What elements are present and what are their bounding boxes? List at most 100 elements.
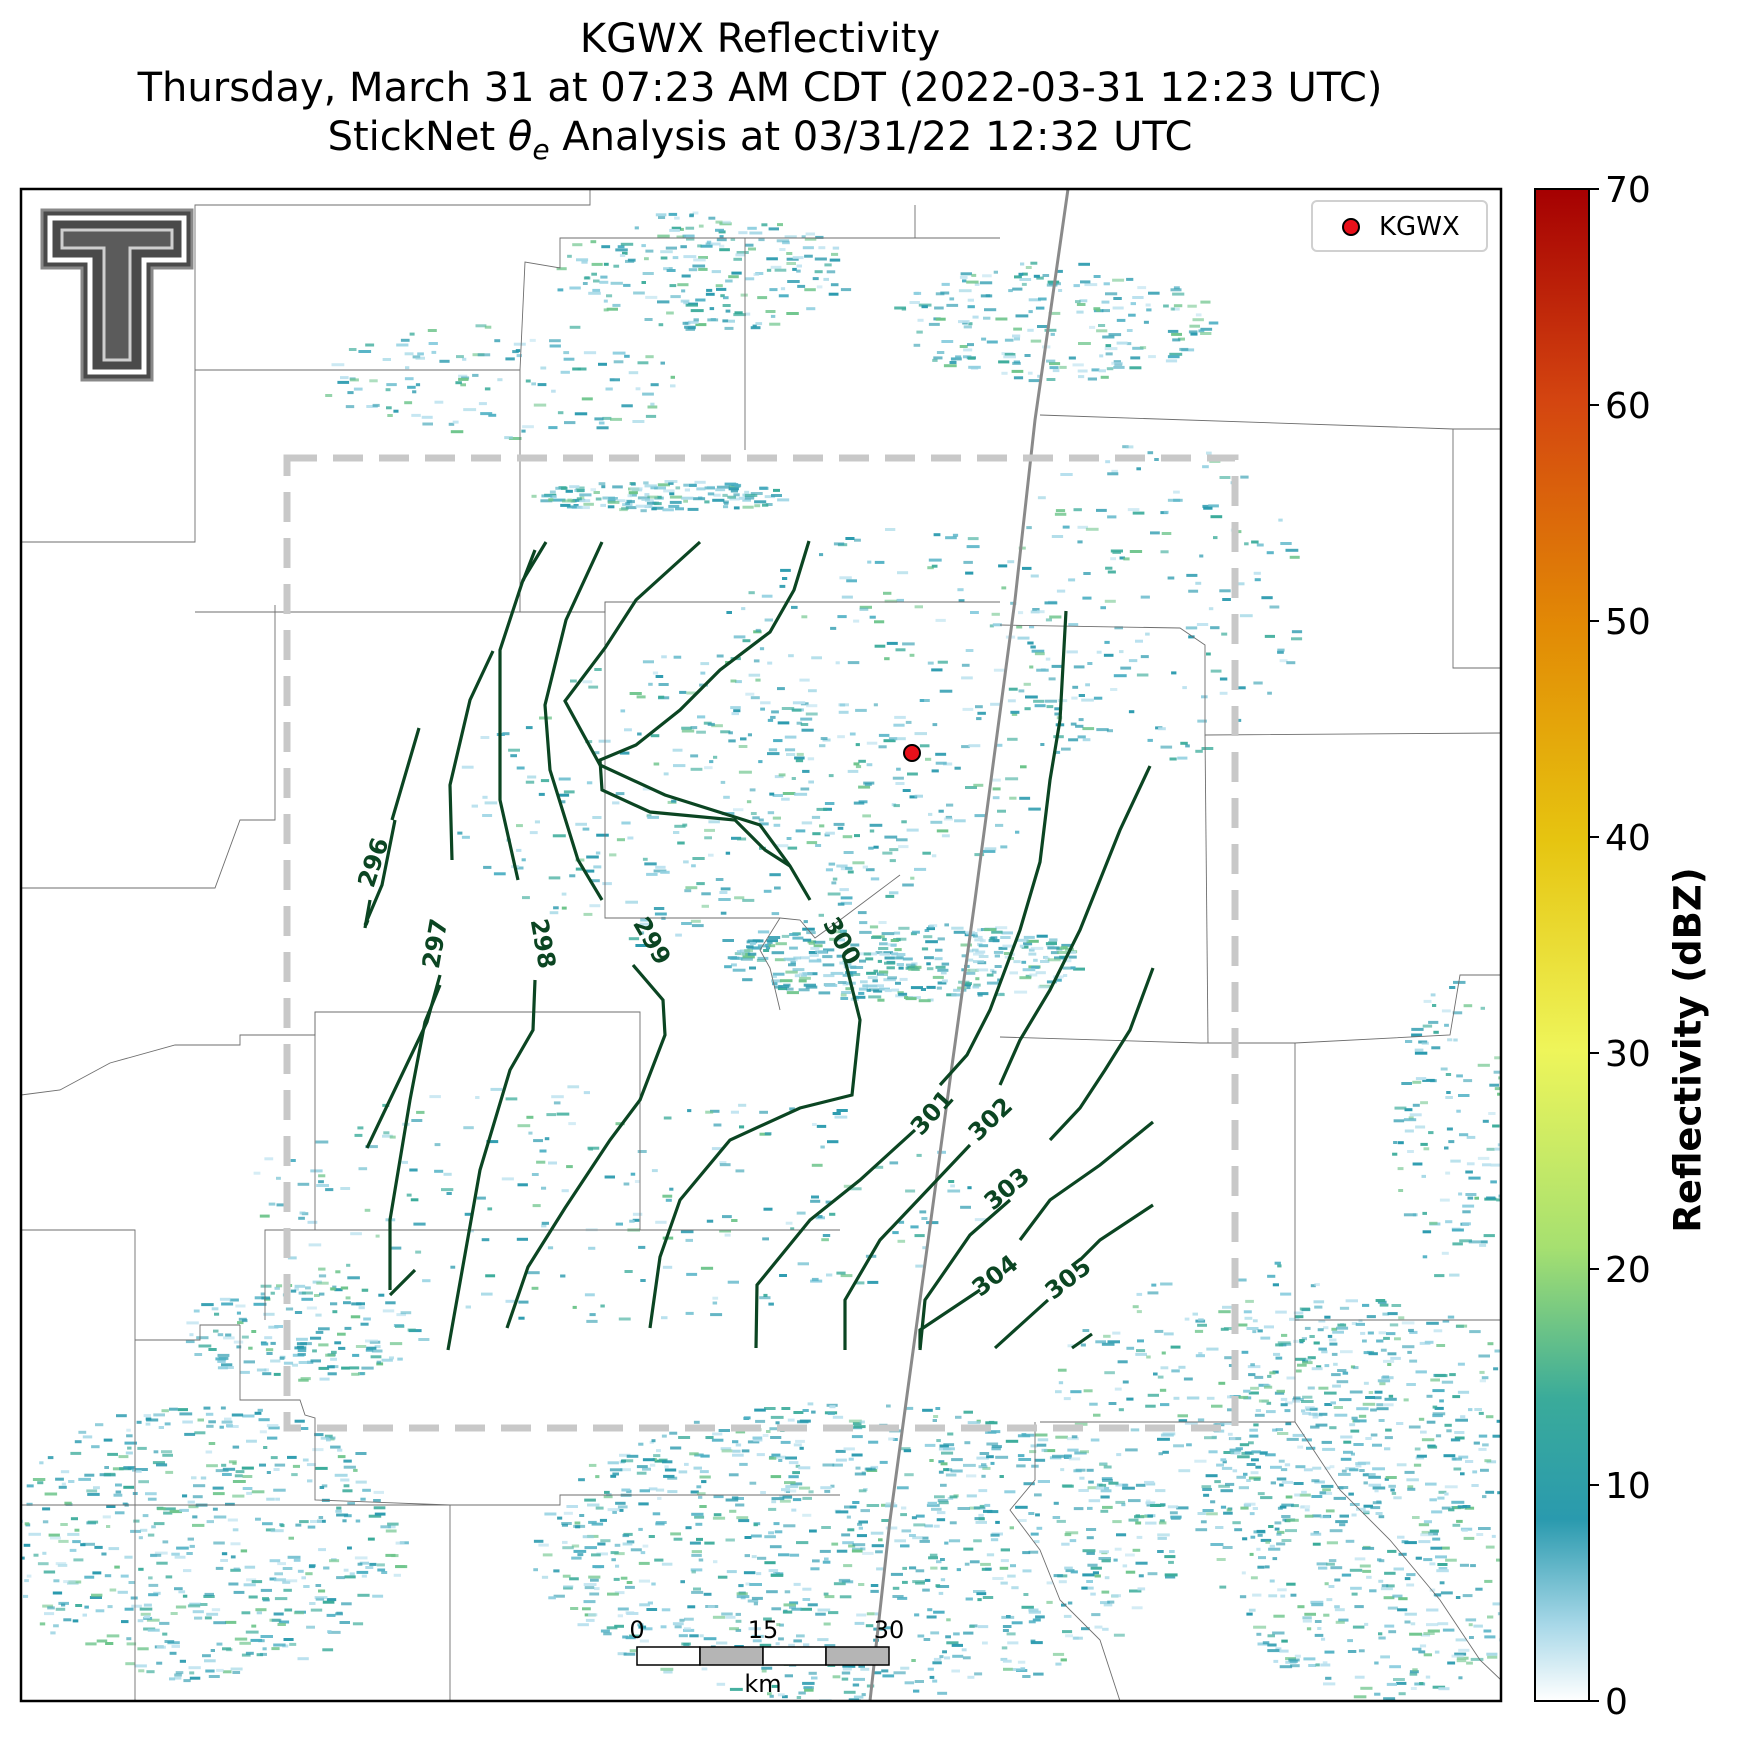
echo-cell — [1311, 1603, 1324, 1607]
echo-cell — [42, 1551, 47, 1555]
echo-cell — [731, 271, 742, 275]
echo-cell — [205, 1669, 215, 1673]
echo-cell — [1031, 965, 1040, 969]
echo-cell — [575, 858, 585, 862]
echo-cell — [683, 483, 697, 487]
echo-cell — [588, 291, 601, 295]
echo-cell — [205, 1412, 214, 1416]
echo-cell — [669, 495, 683, 499]
echo-cell — [771, 494, 782, 497]
echo-cell — [973, 1506, 986, 1510]
echo-cell — [1297, 1445, 1304, 1449]
echo-cell — [1126, 342, 1132, 346]
echo-cell — [733, 313, 746, 317]
echo-cell — [72, 1540, 81, 1544]
echo-cell — [1030, 1532, 1039, 1536]
echo-cell — [713, 1513, 722, 1517]
echo-cell — [386, 383, 397, 387]
echo-cell — [569, 1577, 579, 1581]
echo-cell — [984, 308, 997, 312]
echo-cell — [1030, 645, 1036, 649]
echo-cell — [1267, 1649, 1280, 1653]
echo-cell — [1062, 966, 1072, 970]
echo-cell — [733, 808, 744, 812]
echo-cell — [1219, 677, 1228, 681]
echo-cell — [1422, 1078, 1435, 1082]
echo-cell — [812, 277, 819, 281]
echo-cell — [705, 242, 711, 246]
echo-cell — [779, 1499, 791, 1503]
echo-cell — [638, 1502, 649, 1506]
echo-cell — [1290, 1664, 1300, 1668]
echo-cell — [961, 663, 970, 667]
echo-cell — [782, 1610, 793, 1614]
echo-cell — [151, 1525, 156, 1529]
echo-cell — [689, 1634, 699, 1638]
echo-cell — [1318, 1412, 1328, 1416]
echo-cell — [26, 1484, 34, 1488]
echo-cell — [1447, 1661, 1456, 1665]
echo-cell — [1002, 1625, 1012, 1628]
echo-cell — [855, 708, 867, 712]
echo-cell — [1128, 710, 1135, 714]
echo-cell — [820, 1145, 825, 1149]
echo-cell — [1035, 1513, 1040, 1517]
echo-cell — [1360, 1331, 1366, 1335]
echo-cell — [337, 1448, 343, 1452]
echo-cell — [1096, 650, 1102, 654]
echo-cell — [191, 1476, 197, 1480]
echo-cell — [1086, 1528, 1097, 1531]
echo-cell — [778, 1553, 790, 1557]
echo-cell — [1314, 1283, 1320, 1287]
echo-cell — [1178, 1365, 1186, 1369]
echo-cell — [711, 270, 721, 274]
echo-cell — [720, 911, 727, 915]
echo-cell — [225, 1620, 237, 1624]
echo-cell — [947, 1497, 954, 1500]
echo-cell — [382, 1134, 393, 1138]
echo-cell — [188, 1505, 199, 1509]
echo-cell — [1257, 1492, 1265, 1496]
echo-cell — [822, 1463, 835, 1467]
echo-cell — [84, 1473, 95, 1477]
echo-cell — [738, 1103, 747, 1107]
echo-cell — [1055, 1662, 1062, 1666]
echo-cell — [917, 1634, 925, 1638]
contour-label-305: 305 — [1040, 1252, 1097, 1305]
echo-cell — [625, 1636, 636, 1640]
echo-cell — [926, 1503, 940, 1507]
echo-cell — [409, 1168, 418, 1172]
echo-cell — [1107, 472, 1119, 476]
title-line-2: Thursday, March 31 at 07:23 AM CDT (2022… — [137, 65, 1383, 111]
title-line-1: KGWX Reflectivity — [579, 16, 941, 62]
echo-cell — [557, 411, 564, 415]
echo-cell — [1339, 1398, 1352, 1402]
echo-cell — [1432, 1389, 1445, 1393]
echo-cell — [836, 1549, 848, 1553]
echo-cell — [1034, 652, 1045, 656]
echo-cell — [958, 289, 972, 293]
echo-cell — [1012, 334, 1021, 338]
echo-cell — [840, 997, 849, 1000]
echo-cell — [74, 1440, 82, 1444]
echo-cell — [525, 379, 531, 383]
echo-cell — [636, 1471, 647, 1475]
echo-cell — [628, 1634, 640, 1638]
echo-cell — [788, 1461, 799, 1465]
echo-cell — [63, 1580, 76, 1584]
echo-cell — [1020, 262, 1025, 266]
echo-cell — [879, 987, 890, 991]
echo-cell — [771, 979, 782, 983]
echo-cell — [1386, 1584, 1395, 1588]
echo-cell — [522, 425, 534, 429]
echo-cell — [1470, 1564, 1476, 1568]
echo-cell — [963, 560, 973, 564]
echo-cell — [1372, 1443, 1382, 1447]
echo-cell — [1251, 1450, 1261, 1454]
echo-cell — [1277, 1341, 1291, 1345]
echo-cell — [557, 288, 564, 292]
echo-cell — [1076, 310, 1084, 314]
echo-cell — [307, 1220, 318, 1224]
echo-cell — [937, 660, 948, 664]
echo-cell — [700, 662, 710, 666]
